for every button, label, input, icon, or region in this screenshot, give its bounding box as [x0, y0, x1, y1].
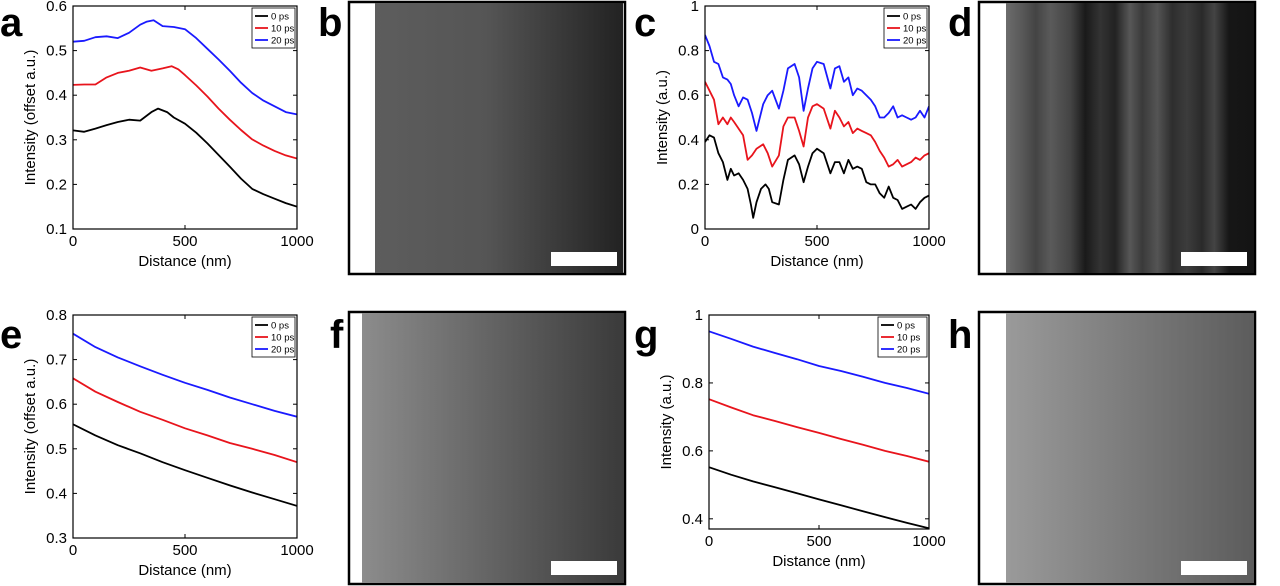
y-tick-label: 0.6 [46, 0, 67, 15]
x-tick-label: 1000 [912, 233, 945, 250]
micrograph [1006, 313, 1254, 583]
panel-letter-f: f [330, 313, 344, 357]
y-tick-label: 0.4 [46, 485, 67, 502]
x-tick-label: 500 [172, 233, 197, 250]
panel-letter-h: h [948, 313, 972, 357]
series-line-10-ps [73, 377, 297, 464]
y-tick-label: 0.1 [46, 221, 67, 238]
plot-c: 0 500 1000 0 0.2 0.4 0.6 0.8 1 Distance (nm) Inten… [654, 0, 946, 270]
y-tick-label: 0.5 [46, 43, 67, 60]
legend-label: 0 ps [271, 321, 289, 332]
x-tick-label: 0 [69, 233, 77, 250]
y-axis-label: Intensity (offset a.u.) [22, 50, 39, 186]
y-tick-label: 0.6 [46, 396, 67, 413]
y-tick-label: 0.5 [46, 441, 67, 458]
y-tick-label: 0.8 [678, 43, 699, 60]
y-tick-label: 0.4 [682, 511, 703, 528]
x-axis-label: Distance (nm) [770, 253, 863, 270]
legend-label: 20 ps [903, 36, 926, 47]
legend-label: 10 ps [897, 333, 920, 344]
micrograph [1006, 3, 1254, 273]
legend-label: 0 ps [903, 12, 921, 23]
x-tick-label: 1000 [280, 542, 313, 559]
legend-label: 20 ps [897, 345, 920, 356]
y-tick-label: 1 [691, 0, 699, 15]
series-line-10-ps [709, 398, 929, 463]
x-tick-label: 1000 [280, 233, 313, 250]
panel-letter-d: d [948, 1, 972, 45]
x-tick-label: 500 [804, 233, 829, 250]
legend-label: 0 ps [271, 12, 289, 23]
y-axis-label: Intensity (a.u.) [654, 70, 671, 165]
series-line-20-ps [73, 19, 297, 116]
plot-a: 0 500 1000 0.1 0.2 0.3 0.4 0.5 0.6 Distance (nm) I… [22, 0, 314, 270]
y-axis-label: Intensity (offset a.u.) [22, 359, 39, 495]
y-tick-label: 0.8 [46, 307, 67, 324]
x-axis-label: Distance (nm) [772, 553, 865, 570]
scale-bar [551, 252, 617, 266]
y-tick-label: 0.2 [678, 176, 699, 193]
x-axis-label: Distance (nm) [138, 253, 231, 270]
image-panel-h [977, 310, 1257, 586]
plot-e: 0 500 1000 0.3 0.4 0.5 0.6 0.7 0.8 Distance (nm) I… [22, 307, 314, 579]
series-line-10-ps [705, 81, 929, 168]
panel-letter-a: a [0, 1, 23, 45]
x-tick-label: 500 [172, 542, 197, 559]
x-axis-label: Distance (nm) [138, 562, 231, 579]
series-line-10-ps [73, 65, 297, 160]
panel-letter-b: b [318, 1, 342, 45]
series-line-0-ps [709, 466, 929, 529]
x-tick-label: 500 [806, 533, 831, 550]
series-line-20-ps [705, 34, 929, 132]
y-tick-label: 0 [691, 221, 699, 238]
scale-bar [1181, 561, 1247, 575]
legend-label: 10 ps [271, 333, 294, 344]
y-tick-label: 0.3 [46, 132, 67, 149]
scale-bar [551, 561, 617, 575]
legend-label: 20 ps [271, 345, 294, 356]
micrograph [375, 3, 623, 273]
panel-letter-e: e [0, 313, 22, 357]
image-panel-b [347, 0, 627, 276]
y-tick-label: 1 [695, 307, 703, 324]
y-tick-label: 0.4 [678, 132, 699, 149]
x-tick-label: 0 [69, 542, 77, 559]
x-tick-label: 1000 [912, 533, 945, 550]
image-panel-f [347, 310, 627, 586]
series-line-20-ps [73, 332, 297, 418]
y-tick-label: 0.7 [46, 352, 67, 369]
legend-label: 0 ps [897, 321, 915, 332]
y-tick-label: 0.4 [46, 87, 67, 104]
legend-label: 10 ps [903, 24, 926, 35]
scale-bar [1181, 252, 1247, 266]
panel-letter-g: g [634, 313, 658, 357]
y-tick-label: 0.6 [682, 443, 703, 460]
image-panel-d [977, 0, 1257, 276]
y-tick-label: 0.2 [46, 176, 67, 193]
y-axis-label: Intensity (a.u.) [658, 374, 675, 469]
series-line-0-ps [705, 134, 929, 219]
x-tick-label: 0 [705, 533, 713, 550]
legend-label: 10 ps [271, 24, 294, 35]
x-tick-label: 0 [701, 233, 709, 250]
panel-letter-c: c [634, 1, 656, 45]
y-tick-label: 0.3 [46, 530, 67, 547]
y-tick-label: 0.8 [682, 375, 703, 392]
series-line-20-ps [709, 330, 929, 395]
plot-g: 0 500 1000 0.4 0.6 0.8 1 Distance (nm) Intensity… [658, 307, 946, 570]
series-line-0-ps [73, 423, 297, 507]
legend-label: 20 ps [271, 36, 294, 47]
legend-box [251, 316, 296, 358]
series-line-0-ps [73, 107, 297, 208]
y-tick-label: 0.6 [678, 87, 699, 104]
micrograph [362, 313, 624, 583]
